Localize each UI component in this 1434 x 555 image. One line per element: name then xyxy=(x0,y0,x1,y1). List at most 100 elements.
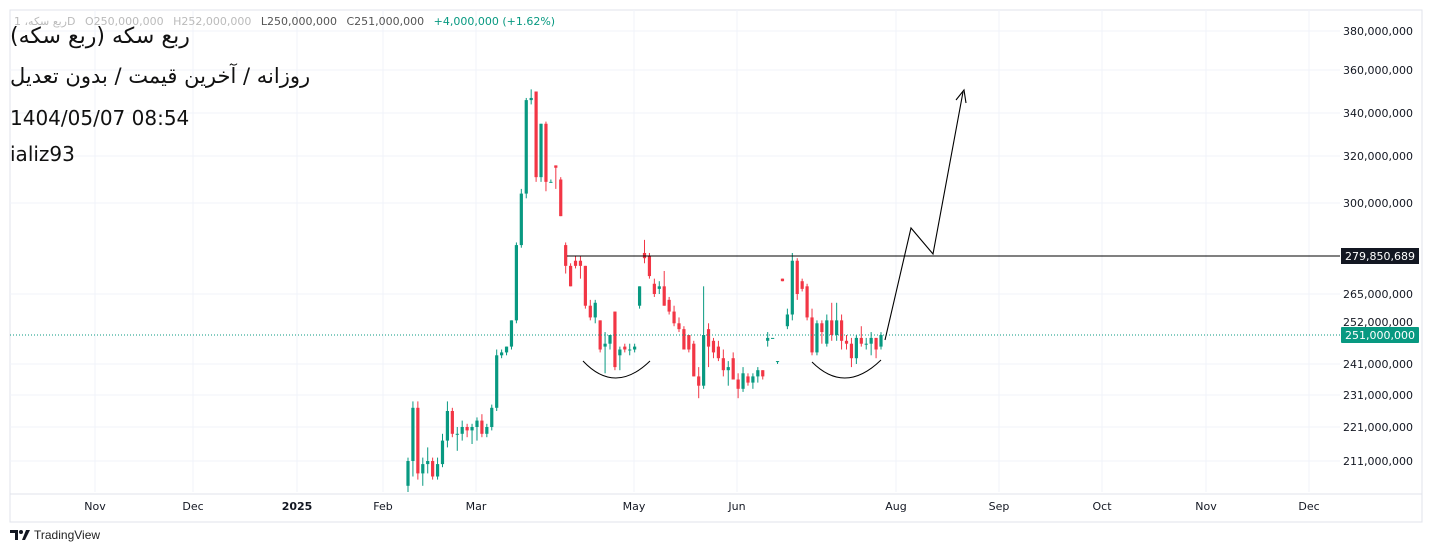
tradingview-branding[interactable]: TradingView xyxy=(10,528,100,542)
candle-body xyxy=(662,286,666,306)
y-tick-label: 211,000,000 xyxy=(1343,455,1413,468)
y-tick-label: 241,000,000 xyxy=(1343,358,1413,371)
candles xyxy=(406,89,883,492)
candle-body xyxy=(421,464,425,474)
candle xyxy=(421,457,425,486)
candle-body xyxy=(687,335,691,350)
cup-arc-left xyxy=(582,360,651,379)
candle-body xyxy=(490,407,494,427)
candle-body xyxy=(593,302,597,318)
candle xyxy=(697,367,701,399)
y-tick-label: 380,000,000 xyxy=(1343,25,1413,38)
candle-body xyxy=(504,346,509,353)
y-tick-label-hidden: 252,000,000 xyxy=(1343,316,1413,329)
candle-body xyxy=(721,358,725,371)
candle xyxy=(637,286,642,309)
candle-body xyxy=(534,91,538,178)
candle-body xyxy=(874,337,878,350)
candle-body xyxy=(746,376,750,383)
candle-body xyxy=(761,370,765,377)
candle-body xyxy=(849,343,854,359)
chart-subtitle: روزانه / آخرین قیمت / بدون تعدیل xyxy=(10,64,311,88)
candle-body xyxy=(514,245,518,321)
candle-body xyxy=(628,349,632,351)
candle-body xyxy=(647,255,652,277)
candle-body xyxy=(524,100,528,194)
candle xyxy=(785,308,789,330)
candle-body xyxy=(559,179,563,217)
x-tick-label: Feb xyxy=(373,500,392,513)
candle-body xyxy=(844,340,849,344)
candle-body xyxy=(623,346,627,350)
last-price-tag-label: 251,000,000 xyxy=(1345,329,1415,342)
candle xyxy=(470,423,474,444)
candle xyxy=(815,320,819,356)
candle xyxy=(721,349,725,377)
candle xyxy=(692,340,696,377)
candle-body xyxy=(554,165,558,168)
candle-body xyxy=(637,286,642,306)
candle xyxy=(775,361,780,364)
candle-body xyxy=(440,440,445,465)
candle-body xyxy=(751,376,755,383)
candle xyxy=(864,337,868,350)
candle-body xyxy=(835,320,839,335)
candle-body xyxy=(790,260,794,315)
candle-body xyxy=(780,278,785,282)
candle xyxy=(780,278,785,282)
candle-body xyxy=(578,260,583,266)
ohlc-legend: ربع سکه، 1D O250,000,000 H252,000,000 L2… xyxy=(14,15,561,28)
y-tick-label: 320,000,000 xyxy=(1343,150,1413,163)
candle xyxy=(406,457,410,492)
candle xyxy=(662,270,666,306)
candle-body xyxy=(613,311,617,368)
chart-frame xyxy=(9,9,1423,523)
candle xyxy=(455,427,459,451)
candle xyxy=(519,188,523,248)
candle-body xyxy=(598,320,602,350)
y-tick-label: 221,000,000 xyxy=(1343,421,1413,434)
candle xyxy=(490,404,494,431)
candle-body xyxy=(500,352,504,356)
candle xyxy=(618,346,622,371)
candle xyxy=(677,317,681,333)
candle xyxy=(450,407,454,438)
candle-body xyxy=(667,299,671,312)
candle xyxy=(534,91,538,182)
candle xyxy=(426,447,430,474)
candle xyxy=(495,349,499,411)
tradingview-label: TradingView xyxy=(34,528,101,542)
candle-body xyxy=(736,379,740,389)
candle xyxy=(460,420,464,441)
resistance-tag-bg xyxy=(1341,248,1419,264)
candle-body xyxy=(716,346,721,359)
candle xyxy=(726,361,730,386)
candle-body xyxy=(785,314,789,327)
close-value: C251,000,000 xyxy=(346,15,425,28)
candle-body xyxy=(775,361,780,363)
candle xyxy=(766,332,770,347)
x-tick-label: May xyxy=(623,500,646,513)
candle xyxy=(849,337,854,368)
candle-body xyxy=(756,370,760,377)
candle-body xyxy=(544,123,548,182)
candle xyxy=(480,414,484,438)
projection-path xyxy=(884,91,964,341)
x-tick-label: Mar xyxy=(466,500,487,513)
candle xyxy=(613,311,617,371)
candle xyxy=(869,332,873,356)
candle-body xyxy=(805,286,809,318)
candle xyxy=(568,263,573,287)
low-value: L250,000,000 xyxy=(260,15,337,28)
chart-datetime: 1404/05/07 08:54 xyxy=(10,106,190,130)
candle xyxy=(741,367,745,392)
candle-body xyxy=(839,320,844,341)
candle xyxy=(588,299,592,321)
candle-body xyxy=(564,245,568,266)
last-price-tag: 251,000,000 xyxy=(1341,327,1419,343)
x-tick-label: Dec xyxy=(1298,500,1319,513)
candle xyxy=(549,179,553,183)
candle-body xyxy=(800,281,804,289)
candle xyxy=(642,239,647,264)
